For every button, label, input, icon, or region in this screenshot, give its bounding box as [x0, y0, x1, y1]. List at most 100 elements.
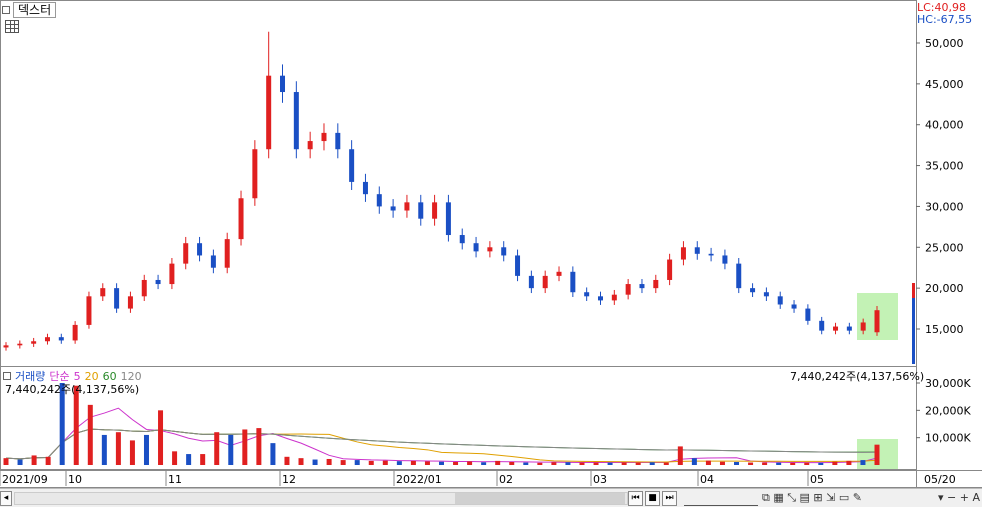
candle-body: [31, 341, 37, 344]
scroll-thumb[interactable]: [455, 493, 625, 504]
volume-bar: [129, 440, 135, 465]
volume-bar: [705, 460, 711, 465]
volume-bar: [621, 462, 627, 465]
time-tick-label: 2022/01: [396, 473, 442, 486]
time-tick-label: 02: [499, 473, 513, 486]
candle-body: [418, 202, 424, 219]
volume-bar: [3, 458, 9, 465]
stop-icon[interactable]: ■: [645, 491, 660, 506]
volume-bar: [410, 460, 416, 465]
volume-bar: [551, 462, 557, 465]
price-tick-label: 15,000: [925, 323, 964, 336]
volume-current-value: 7,440,242주(4,137,56%): [790, 370, 925, 383]
volume-bar: [453, 461, 459, 465]
panel-toggle-icon[interactable]: [2, 6, 10, 14]
ma-label[interactable]: 단순: [49, 370, 70, 383]
volume-bar: [790, 462, 796, 465]
volume-bar: [874, 444, 880, 465]
ma-period-5[interactable]: 5: [73, 369, 81, 383]
candle-body: [293, 92, 299, 150]
next-page-icon[interactable]: ⏭: [662, 491, 677, 506]
candle-body: [680, 247, 686, 260]
candle-body: [708, 253, 714, 256]
volume-bar: [396, 461, 402, 465]
candle-body: [625, 284, 631, 295]
ma20-line: [5, 428, 878, 463]
volume-bar: [298, 458, 304, 465]
candle-body: [570, 271, 576, 293]
volume-bar: [73, 385, 79, 465]
volume-bar: [467, 461, 473, 465]
stock-name[interactable]: 덱스터: [13, 2, 57, 18]
candle-body: [597, 296, 603, 301]
volume-bar: [832, 461, 838, 465]
price-axis: 50,000 45,000 40,000 35,000 30,000 25,000 20,0…: [916, 37, 964, 336]
candle-body: [224, 239, 230, 268]
candle-body: [58, 337, 64, 341]
volume-bar: [804, 462, 810, 465]
horizontal-scrollbar[interactable]: [14, 492, 628, 505]
ma-period-20[interactable]: 20: [84, 369, 99, 383]
volume-bars: [3, 383, 880, 465]
candle-body: [183, 243, 189, 264]
candle-body: [376, 194, 382, 207]
zoom-slider[interactable]: [684, 491, 758, 506]
volume-bar: [691, 458, 697, 465]
volume-tick-label: 10,000K: [925, 432, 971, 445]
price-tick-label: 25,000: [925, 241, 964, 254]
candle-body: [459, 235, 465, 244]
volume-bar: [45, 456, 51, 465]
candle-body: [528, 275, 534, 289]
candle-body: [750, 288, 756, 293]
candle-body: [72, 324, 78, 341]
candle-body: [653, 279, 659, 289]
candle-body: [44, 337, 50, 342]
price-tick-label: 35,000: [925, 160, 964, 173]
candle-body: [501, 247, 507, 256]
volume-bar: [143, 434, 149, 465]
time-tick-label: 11: [168, 473, 182, 486]
candle-body: [100, 288, 106, 297]
volume-bar: [663, 462, 669, 465]
volume-bar: [776, 462, 782, 465]
volume-bar: [87, 404, 93, 465]
volume-bar: [495, 460, 501, 465]
candle-body: [515, 255, 521, 276]
tool-icons[interactable]: ⧉ ▦ ⤡ ▤ ⊞ ⇲ ▭ ✎: [762, 491, 862, 504]
time-tick-label: 12: [282, 473, 296, 486]
zoom-controls[interactable]: ▾ − + A: [938, 491, 980, 504]
volume-bar: [59, 383, 65, 465]
volume-bar: [748, 462, 754, 465]
volume-bar: [593, 462, 599, 465]
lc-value: LC:40,98: [917, 1, 967, 14]
table-grid-icon[interactable]: [5, 20, 19, 33]
volume-bar: [509, 461, 515, 465]
volume-bar: [734, 461, 740, 465]
last-date-label: 05/20: [924, 473, 956, 486]
volume-bar: [17, 459, 23, 465]
volume-bar: [677, 446, 683, 465]
volume-bar: [158, 410, 164, 465]
volume-legend: 거래량 단순 5 20 60 120: [3, 368, 142, 384]
candle-body: [777, 296, 783, 305]
volume-bar: [424, 461, 430, 465]
volume-bar: [439, 461, 444, 465]
first-page-icon[interactable]: ⏮: [628, 491, 643, 506]
candle-body: [155, 279, 161, 285]
candle-body: [114, 288, 120, 309]
volume-toggle-icon[interactable]: [3, 372, 11, 380]
volume-bar: [200, 454, 206, 465]
scroll-left-icon[interactable]: ◂: [0, 491, 12, 506]
volume-bar: [719, 461, 725, 465]
volume-bar: [228, 434, 234, 465]
candle-body: [197, 243, 203, 256]
volume-bar: [115, 432, 121, 465]
ma-period-60[interactable]: 60: [102, 369, 117, 383]
candle-body: [169, 263, 175, 285]
volume-subtitle: 7,440,242주(4,137,56%): [5, 383, 140, 396]
ma-period-120[interactable]: 120: [120, 369, 142, 383]
time-tick-label: 10: [68, 473, 82, 486]
candle-body: [390, 206, 396, 211]
volume-label[interactable]: 거래량: [15, 370, 46, 383]
